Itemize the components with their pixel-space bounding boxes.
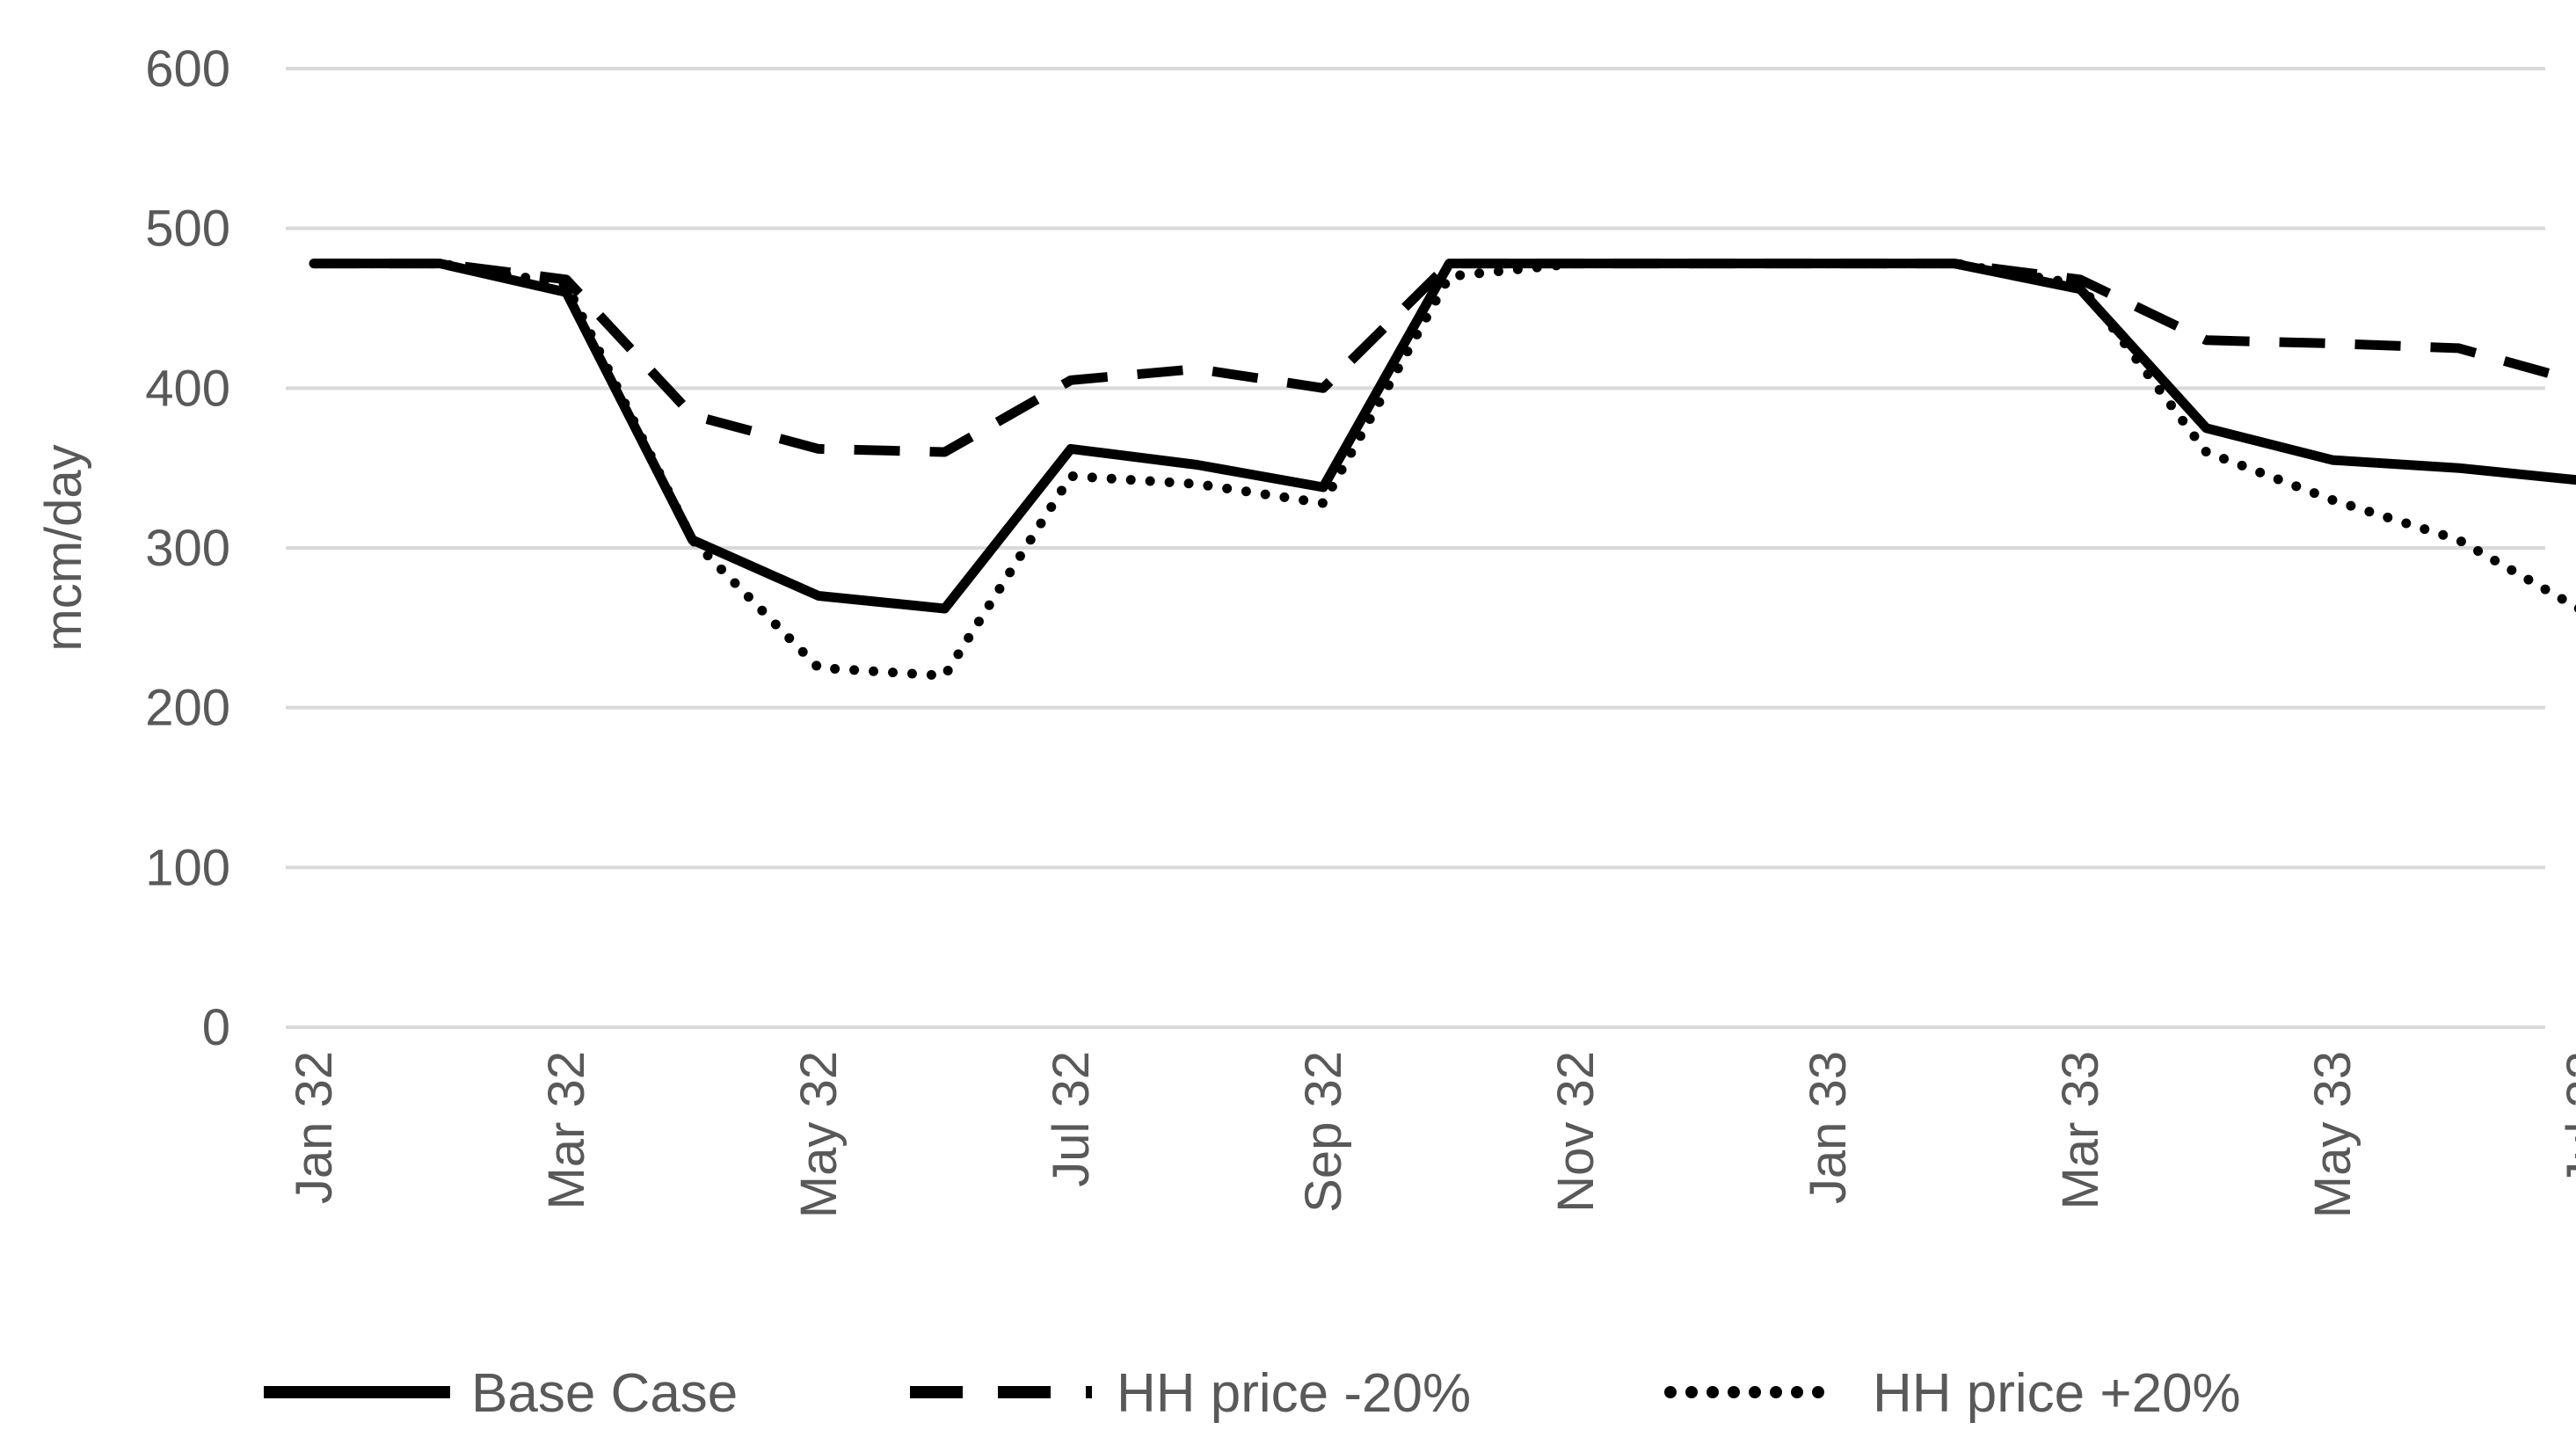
legend-label-0: Base Case	[471, 1363, 738, 1424]
series-line-1	[314, 259, 2576, 457]
legend-label-1: HH price -20%	[1117, 1363, 1471, 1424]
series-line-2	[309, 259, 2576, 681]
x-tick-label: Mar 33	[2052, 1051, 2109, 1210]
y-tick-label: 200	[145, 680, 230, 737]
x-tick-label: May 32	[790, 1051, 848, 1218]
gridlines	[286, 67, 2545, 1029]
x-tick-label: Jul 32	[1043, 1051, 1100, 1187]
x-tick-label: Nov 32	[1547, 1051, 1605, 1213]
series-lines	[309, 259, 2576, 681]
y-tick-label: 500	[145, 201, 230, 258]
legend-label-2: HH price +20%	[1873, 1363, 2241, 1424]
legend: Base Case HH price -20% HH price +20%	[264, 1363, 2241, 1424]
y-tick-label: 100	[145, 839, 230, 896]
y-tick-label: 0	[202, 999, 230, 1056]
y-tick-label: 300	[145, 520, 230, 577]
x-axis-ticks: Jan 32 Mar 32 May 32 Jul 32 Sep 32 Nov 32 Jan …	[286, 1051, 2576, 1218]
y-axis-ticks: 0 100 200 300 400 500 600	[145, 40, 230, 1056]
x-tick-label: Mar 32	[538, 1051, 595, 1210]
x-tick-label: Sep 32	[1295, 1051, 1352, 1213]
y-tick-label: 600	[145, 40, 230, 98]
x-tick-label: Jul 33	[2557, 1051, 2576, 1187]
x-tick-label: Jan 32	[286, 1051, 343, 1204]
y-tick-label: 400	[145, 360, 230, 417]
series-line-0	[314, 259, 2576, 614]
x-tick-label: May 33	[2304, 1051, 2361, 1218]
y-axis-label: mcm/day	[35, 444, 92, 651]
x-tick-label: Jan 33	[1800, 1051, 1857, 1204]
